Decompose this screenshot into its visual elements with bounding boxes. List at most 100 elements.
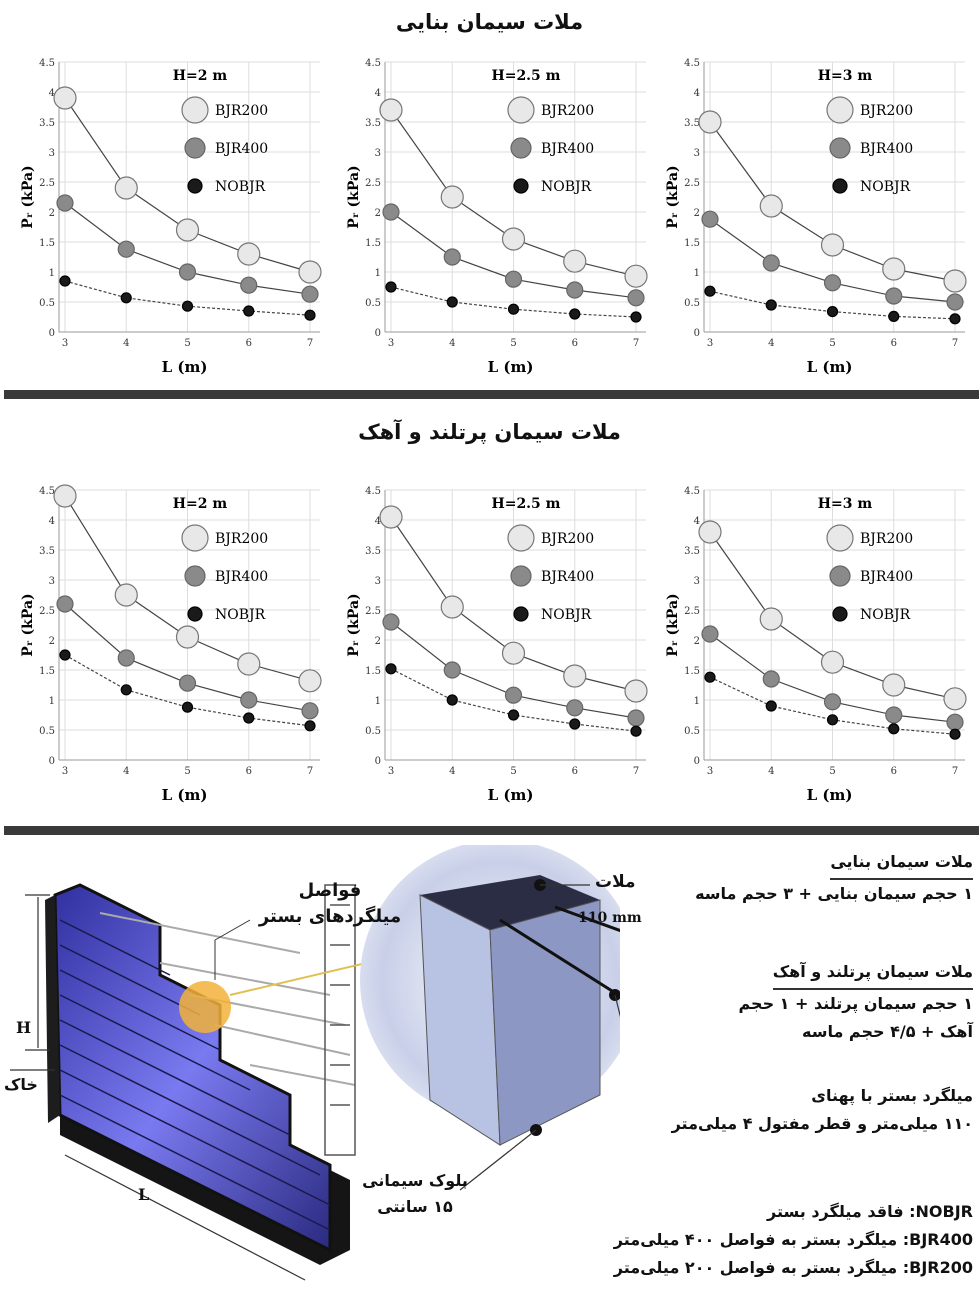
- notes-rebar: میلگرد بستر با پهنای ۱۱۰ میلی‌متر و قطر …: [672, 1082, 973, 1138]
- y-tick-label: 2.5: [684, 178, 700, 189]
- x-axis-label: L (m): [162, 786, 208, 804]
- x-tick-label: 3: [707, 766, 713, 777]
- point-bjr400: [117, 649, 135, 667]
- x-tick-label: 4: [449, 766, 455, 777]
- point-bjr200: [759, 607, 783, 631]
- x-axis-label: L (m): [488, 358, 534, 376]
- y-tick-label: 3.5: [39, 546, 55, 557]
- x-tick-label: 6: [246, 766, 252, 777]
- point-bjr400: [443, 248, 461, 266]
- chart-portland-h25: 0 0.5 1 1.5 2 2.5 3 3.5 4 4.5 3 4 5 6 7 L (m) Pᵣ (kPa) H=…: [346, 486, 648, 804]
- legend-marker-bjr200: [507, 524, 535, 552]
- notes-portland-head: ملات سیمان پرتلند و آهک: [772, 958, 973, 990]
- chart-title: H=3 m: [818, 68, 873, 84]
- point-nobjr: [704, 285, 716, 297]
- y-axis-label: Pᵣ (kPa): [665, 165, 681, 228]
- y-tick-label: 1.5: [365, 666, 381, 677]
- legend-marker-nobjr: [832, 606, 848, 622]
- section-title-portland: ملات سیمان پرتلند و آهک: [358, 420, 621, 444]
- y-tick-label: 4: [375, 516, 381, 527]
- block-top: [420, 875, 600, 930]
- point-bjr400: [885, 706, 903, 724]
- point-nobjr: [569, 308, 581, 320]
- dimension-l: [64, 1154, 306, 1281]
- point-nobjr: [765, 700, 777, 712]
- x-tick-label: 5: [184, 338, 190, 349]
- y-axis-label: Pᵣ (kPa): [20, 165, 36, 228]
- x-tick-label: 5: [829, 338, 835, 349]
- legend-label: NOBJR: [215, 607, 266, 623]
- x-tick-label: 7: [633, 338, 639, 349]
- y-tick-label: 4.5: [365, 58, 381, 69]
- point-bjr400: [823, 693, 842, 711]
- point-bjr200: [624, 679, 648, 703]
- point-bjr200: [501, 641, 526, 665]
- x-tick-label: 5: [510, 766, 516, 777]
- y-tick-label: 4.5: [684, 486, 700, 497]
- point-nobjr: [59, 649, 71, 661]
- x-tick-label: 3: [62, 766, 68, 777]
- series-line-nobjr: [64, 654, 311, 727]
- legend-label: BJR200: [215, 103, 268, 119]
- legend-label: BJR200: [215, 531, 268, 547]
- y-tick-label: 4.5: [39, 58, 55, 69]
- point-nobjr: [243, 305, 255, 317]
- point-bjr200: [563, 249, 587, 273]
- legend-marker-bjr400: [184, 565, 206, 587]
- x-tick-label: 4: [768, 338, 774, 349]
- legend-marker-bjr200: [507, 96, 535, 124]
- x-tick-label: 4: [123, 338, 129, 349]
- y-axis-label: Pᵣ (kPa): [665, 593, 681, 656]
- x-tick-label: 7: [307, 338, 313, 349]
- chart-masonry-h2: 0 0.5 1 1.5 2 2.5 3 3.5 4 4.5 3 4 5 6 7 L (m) Pᵣ (kPa) H=…: [20, 58, 322, 376]
- legend-label: BJR400: [215, 141, 268, 157]
- point-nobjr: [507, 303, 520, 315]
- x-tick-label: 7: [952, 766, 958, 777]
- x-tick-label: 6: [572, 766, 578, 777]
- point-bjr400: [823, 274, 842, 292]
- y-tick-label: 2.5: [684, 606, 700, 617]
- legend-label: BJR200: [541, 531, 594, 547]
- x-tick-label: 7: [307, 766, 313, 777]
- point-bjr400: [56, 595, 74, 613]
- y-tick-label: 4: [49, 516, 55, 527]
- y-tick-label: 3: [694, 576, 700, 587]
- chart-masonry-h3: 0 0.5 1 1.5 2 2.5 3 3.5 4 4.5 3 4 5 6 7 L (m) Pᵣ (kPa) H=…: [665, 58, 967, 376]
- point-bjr200: [820, 650, 845, 674]
- legend-label: BJR200: [860, 103, 913, 119]
- notes-rebar-line1: میلگرد بستر با پهنای: [811, 1086, 973, 1105]
- point-bjr400: [178, 263, 197, 281]
- point-nobjr: [949, 728, 961, 740]
- y-tick-label: 4.5: [684, 58, 700, 69]
- point-nobjr: [446, 296, 458, 308]
- point-nobjr: [120, 292, 132, 304]
- y-tick-label: 0.5: [684, 726, 700, 737]
- point-nobjr: [181, 300, 194, 312]
- y-tick-label: 3: [375, 148, 381, 159]
- x-tick-label: 4: [123, 766, 129, 777]
- block-label-line2: ۱۵ سانتی: [377, 1197, 453, 1216]
- point-nobjr: [385, 281, 397, 293]
- y-tick-label: 0.5: [365, 298, 381, 309]
- y-tick-label: 0: [49, 328, 55, 339]
- legend-marker-nobjr: [187, 606, 203, 622]
- notes-portland: ملات سیمان پرتلند و آهک ۱ حجم سیمان پرتل…: [738, 958, 973, 1046]
- y-tick-label: 1: [375, 268, 381, 279]
- point-nobjr: [304, 309, 316, 321]
- point-bjr400: [946, 293, 964, 311]
- x-axis-label: L (m): [162, 358, 208, 376]
- legend-marker-bjr200: [181, 96, 209, 124]
- y-tick-label: 3.5: [39, 118, 55, 129]
- point-nobjr: [704, 671, 716, 683]
- y-tick-label: 0: [375, 756, 381, 767]
- point-nobjr: [569, 718, 581, 730]
- chart-title: H=2.5 m: [491, 496, 560, 512]
- y-tick-label: 2: [49, 208, 55, 219]
- y-tick-label: 0.5: [365, 726, 381, 737]
- chart-title: H=2.5 m: [491, 68, 560, 84]
- x-tick-label: 5: [829, 766, 835, 777]
- y-tick-label: 2.5: [365, 606, 381, 617]
- y-tick-label: 0.5: [39, 298, 55, 309]
- bed-rebars: [99, 912, 356, 1086]
- point-bjr400: [627, 289, 645, 307]
